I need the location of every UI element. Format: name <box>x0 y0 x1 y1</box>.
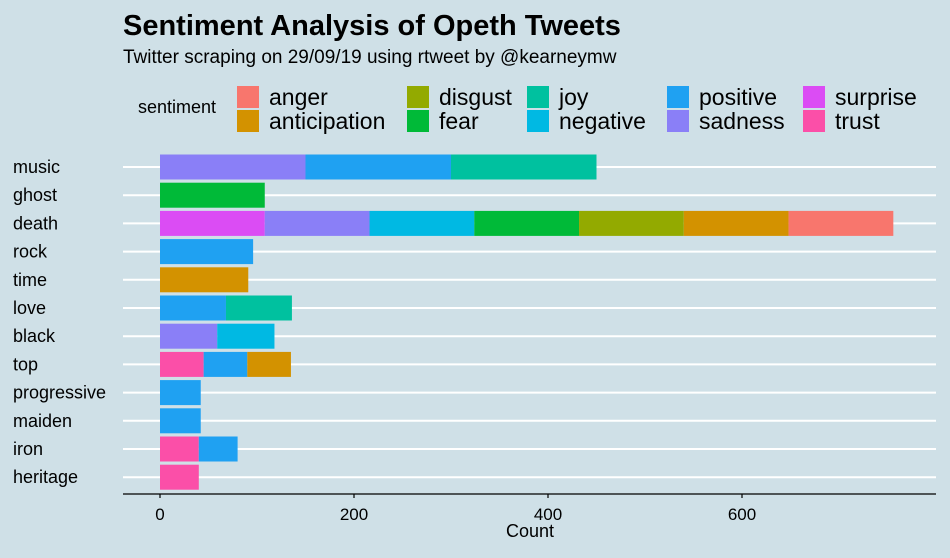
x-tick-label-0: 0 <box>155 505 164 524</box>
legend-item-trust: trust <box>803 109 880 133</box>
bar-rock-positive <box>160 239 254 265</box>
bar-death-negative <box>369 210 475 236</box>
category-label-iron: iron <box>13 439 43 459</box>
bar-music-sadness <box>160 154 306 180</box>
bar-top-anticipation <box>247 351 291 377</box>
legend-item-surprise: surprise <box>803 85 917 109</box>
legend-label-surprise: surprise <box>835 84 917 110</box>
bar-death-fear <box>474 210 580 236</box>
legend-swatch-anticipation <box>237 110 259 132</box>
legend-label-joy: joy <box>559 84 589 110</box>
x-tick-label-600: 600 <box>728 505 756 524</box>
bar-love-positive <box>160 295 226 321</box>
legend-title: sentiment <box>138 97 217 117</box>
bar-iron-positive <box>198 436 238 462</box>
bar-time-anticipation <box>160 267 249 293</box>
category-label-death: death <box>13 213 58 233</box>
legend-swatch-negative <box>527 110 549 132</box>
legend-item-anticipation: anticipation <box>237 109 385 133</box>
category-label-rock: rock <box>13 242 48 262</box>
bar-black-sadness <box>160 323 218 349</box>
bar-ghost-fear <box>160 182 265 208</box>
chart-title: Sentiment Analysis of Opeth Tweets <box>123 10 621 42</box>
bar-death-surprise <box>160 210 265 236</box>
legend-label-positive: positive <box>699 84 777 110</box>
legend-item-joy: joy <box>527 85 588 109</box>
legend-item-sadness: sadness <box>667 109 785 133</box>
legend-label-sadness: sadness <box>699 108 785 134</box>
legend-label-anger: anger <box>269 84 328 110</box>
bar-death-disgust <box>579 210 684 236</box>
legend-item-fear: fear <box>407 109 479 133</box>
legend-swatch-joy <box>527 86 549 108</box>
x-axis-title: Count <box>506 521 554 541</box>
category-label-love: love <box>13 298 46 318</box>
legend-label-disgust: disgust <box>439 84 512 110</box>
bar-iron-trust <box>160 436 199 462</box>
legend-item-anger: anger <box>237 85 328 109</box>
category-label-heritage: heritage <box>13 467 78 487</box>
bar-death-anger <box>788 210 894 236</box>
legend-label-negative: negative <box>559 108 646 134</box>
bar-music-positive <box>305 154 451 180</box>
category-label-progressive: progressive <box>13 383 106 403</box>
category-label-top: top <box>13 354 38 374</box>
legend-swatch-surprise <box>803 86 825 108</box>
category-label-black: black <box>13 326 56 346</box>
bar-progressive-positive <box>160 380 201 406</box>
bar-black-negative <box>217 323 275 349</box>
legend-swatch-anger <box>237 86 259 108</box>
legend-item-negative: negative <box>527 109 646 133</box>
legend-item-positive: positive <box>667 85 777 109</box>
legend-swatch-disgust <box>407 86 429 108</box>
bar-top-positive <box>203 351 248 377</box>
legend-label-anticipation: anticipation <box>269 108 386 134</box>
bar-death-sadness <box>264 210 370 236</box>
category-label-music: music <box>13 157 60 177</box>
bar-top-trust <box>160 351 204 377</box>
legend-swatch-fear <box>407 110 429 132</box>
bar-love-joy <box>225 295 292 321</box>
legend-swatch-positive <box>667 86 689 108</box>
bar-heritage-trust <box>160 464 199 490</box>
legend-label-trust: trust <box>835 108 880 134</box>
chart-subtitle: Twitter scraping on 29/09/19 using rtwee… <box>123 47 617 68</box>
legend-label-fear: fear <box>439 108 479 134</box>
bar-music-joy <box>451 154 597 180</box>
legend-swatch-trust <box>803 110 825 132</box>
x-tick-label-200: 200 <box>340 505 368 524</box>
legend-swatch-sadness <box>667 110 689 132</box>
bar-death-anticipation <box>683 210 789 236</box>
bar-maiden-positive <box>160 408 201 434</box>
category-label-ghost: ghost <box>13 185 57 205</box>
x-tick-label-400: 400 <box>534 505 562 524</box>
legend-item-disgust: disgust <box>407 85 512 109</box>
category-label-time: time <box>13 270 47 290</box>
category-label-maiden: maiden <box>13 411 72 431</box>
